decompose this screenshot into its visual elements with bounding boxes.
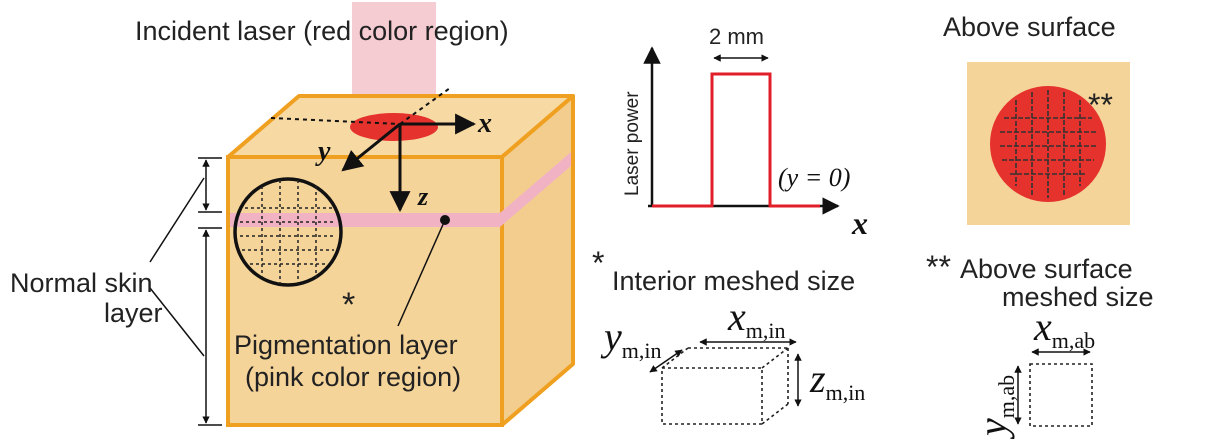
normal-skin-label-1: Normal skin (10, 268, 153, 298)
surface-x-label: xm,ab (1033, 304, 1095, 353)
axis-x-label: x (477, 108, 492, 139)
skin-block: x y z * (149, 2, 575, 427)
profile-xlabel: x (851, 205, 868, 241)
width-label: 2 mm (709, 24, 764, 49)
profile-line (652, 72, 820, 208)
surface-mesh-square (1029, 363, 1093, 427)
interior-y-label: ym,in (600, 314, 662, 363)
interior-z-label: zm,in (809, 356, 865, 405)
y-axis-arrow (341, 122, 401, 172)
axis-z-label: z (417, 182, 429, 211)
interior-meshed-size: * Interior meshed size xm,in ym,in zm,in (592, 245, 865, 425)
profile-condition: (y = 0) (778, 163, 850, 192)
interior-star: * (342, 286, 355, 324)
interior-mesh-title: Interior meshed size (612, 266, 855, 296)
interior-mesh-circle (233, 177, 343, 287)
surface-mesh-title-1: Above surface (960, 254, 1133, 284)
interior-mesh-star: * (592, 245, 604, 281)
skin-layer-brackets (149, 157, 222, 426)
surface-mesh-star: ** (926, 249, 951, 285)
laser-power-profile: 2 mm Laser power x (y = 0) (622, 24, 868, 241)
axis-y-label: y (315, 136, 331, 167)
block-right-face (500, 94, 575, 427)
surface-y-label: ym,ab (970, 375, 1019, 439)
incident-laser-label: Incident laser (red color region) (135, 16, 509, 46)
profile-ylabel: Laser power (622, 91, 643, 196)
block-front-face (226, 155, 504, 427)
normal-skin-label-2: layer (104, 298, 163, 328)
above-surface-view: Above surface ** (943, 12, 1130, 225)
pigmentation-label-1: Pigmentation layer (234, 330, 458, 360)
above-surface-title: Above surface (943, 12, 1116, 42)
surface-meshed-size: ** Above surface meshed size xm,ab ym,ab (926, 249, 1154, 439)
pigmentation-label-2: (pink color region) (245, 362, 461, 392)
surface-mesh-title-2: meshed size (1002, 282, 1154, 312)
interior-x-label: xm,in (727, 294, 786, 343)
above-surface-marker: ** (1088, 87, 1113, 123)
